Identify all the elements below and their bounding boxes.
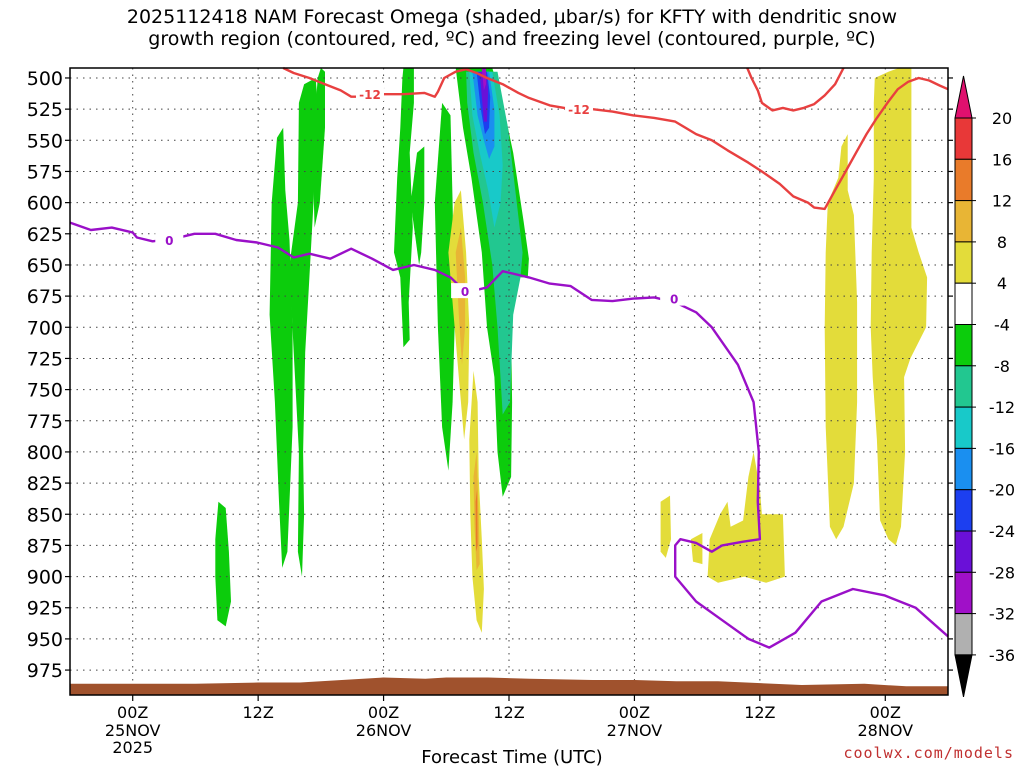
colorbar-box: [954, 282, 973, 326]
contour-label-text: -12: [568, 103, 590, 117]
omega-region: [481, 68, 486, 91]
omega-region: [269, 127, 293, 568]
contour-label-bg: [155, 232, 184, 248]
x-axis-label-text: Forecast Time (UTC): [421, 747, 603, 768]
colorbar-label: 8: [997, 233, 1007, 252]
contour-label-text: 0: [670, 293, 678, 307]
x-tick-label: 12Z: [493, 703, 524, 722]
contour-label-bg: [355, 86, 384, 102]
y-tick-label: 925: [27, 598, 63, 620]
colorbar-box: [954, 241, 973, 284]
colorbar-label: -12: [989, 398, 1015, 417]
colorbar-label: -24: [989, 522, 1015, 541]
x-tick-sublabel: 2025: [112, 738, 153, 757]
colorbar-box: [954, 571, 973, 615]
x-tick-sublabel: 28NOV: [857, 721, 913, 740]
colorbar-top-arrow: [954, 75, 973, 119]
omega-region: [824, 134, 858, 540]
colorbar-label: -8: [994, 357, 1010, 376]
colorbar-label: -16: [989, 439, 1015, 458]
contour-label-bg: [660, 290, 689, 306]
colorbar-box: [954, 489, 973, 532]
y-tick-label: 700: [27, 317, 63, 339]
x-tick-label: 00Z: [619, 703, 650, 722]
x-tick-label: 00Z: [368, 703, 399, 722]
credit-text: coolwx.com/models: [843, 744, 1014, 762]
colorbar-label: -28: [989, 563, 1015, 582]
y-tick-label: 850: [27, 504, 63, 526]
x-tick-sublabel: 27NOV: [607, 721, 663, 740]
y-tick-label: 950: [27, 629, 63, 651]
chart-title: 2025112418 NAM Forecast Omega (shaded, μ…: [126, 6, 898, 50]
omega-region: [434, 102, 455, 471]
y-tick-label: 600: [27, 193, 63, 215]
colorbar-label: 20: [992, 109, 1012, 128]
colorbar-label: -32: [989, 605, 1015, 624]
freezing-level-contour: [69, 221, 949, 649]
y-tick-label: 625: [27, 224, 63, 246]
omega-region: [707, 451, 785, 583]
y-tick-label: 500: [27, 68, 63, 90]
colorbar-label: 4: [997, 274, 1007, 293]
colorbar-box: [954, 365, 973, 408]
contour-label: -12: [565, 101, 594, 117]
colorbar-box: [954, 200, 973, 243]
colorbar-label: -36: [989, 646, 1015, 665]
omega-region: [215, 501, 231, 627]
omega-region: [690, 533, 703, 565]
y-tick-label: 525: [27, 99, 63, 121]
colorbar-box: [954, 530, 973, 573]
x-axis-label: Forecast Time (UTC): [0, 747, 1024, 768]
colorbar-box: [954, 447, 973, 491]
ground-terrain: [70, 677, 948, 695]
x-tick-label: 00Z: [117, 703, 148, 722]
omega-region: [870, 68, 928, 546]
colorbar-label: -20: [989, 481, 1015, 500]
y-tick-label: 650: [27, 255, 63, 277]
colorbar-box: [954, 117, 973, 160]
y-tick-label: 775: [27, 411, 63, 433]
x-tick-sublabel: 25NOV: [105, 721, 161, 740]
contour-label-bg: [565, 101, 594, 117]
y-tick-label: 975: [27, 660, 63, 682]
colorbar-box: [954, 324, 973, 367]
omega-region: [466, 71, 523, 415]
colorbar-box: [954, 406, 973, 449]
y-tick-label: 725: [27, 348, 63, 370]
y-tick-label: 550: [27, 130, 63, 152]
x-tick-sublabel: 26NOV: [356, 721, 412, 740]
y-tick-label: 800: [27, 442, 63, 464]
colorbar-bottom-arrow: [954, 654, 973, 697]
y-tick-label: 750: [27, 380, 63, 402]
x-tick-label: 12Z: [242, 703, 273, 722]
contour-label: -12: [355, 86, 384, 102]
contour-label-bg: [451, 283, 480, 299]
contour-label: 0: [660, 290, 689, 307]
colorbar-label: -4: [994, 316, 1010, 335]
omega-region: [410, 146, 425, 265]
contour-label: 0: [451, 283, 480, 299]
x-tick-label: 00Z: [870, 703, 901, 722]
omega-region: [394, 68, 414, 348]
contour-label-text: 0: [165, 234, 173, 248]
y-tick-label: 575: [27, 161, 63, 183]
y-tick-label: 675: [27, 286, 63, 308]
y-tick-label: 875: [27, 535, 63, 557]
contour-label-text: -12: [359, 88, 381, 102]
y-tick-label: 825: [27, 473, 63, 495]
dendritic-contour: [746, 67, 845, 112]
omega-region: [312, 68, 325, 228]
contour-label: 0: [155, 232, 184, 248]
colorbar-label: 12: [992, 192, 1012, 211]
omega-region: [660, 495, 671, 558]
x-tick-label: 12Z: [744, 703, 775, 722]
y-tick-label: 900: [27, 567, 63, 589]
dendritic-contour: [282, 66, 949, 211]
contour-label-text: 0: [461, 285, 469, 299]
colorbar-label: 16: [992, 150, 1012, 169]
colorbar-box: [954, 613, 973, 656]
colorbar-box: [954, 158, 973, 202]
omega-region: [475, 489, 478, 552]
